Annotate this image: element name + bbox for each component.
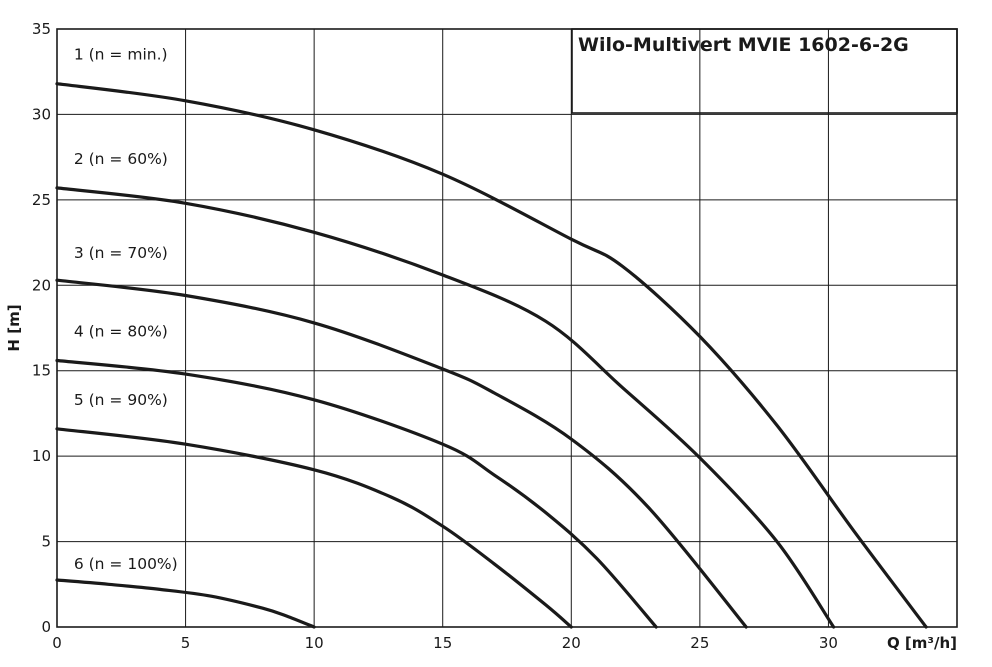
x-tick-label: 25 [690,634,709,652]
y-tick-label: 30 [32,105,51,123]
curve-labels: 1 (n = min.) 2 (n = 60%) 3 (n = 70%) 4 (n =… [74,46,178,573]
series-line-4 [55,278,748,629]
series-label-4: 4 (n = 80%) [74,322,168,340]
plot-frame [56,28,958,628]
series-label-2: 2 (n = 60%) [74,150,168,168]
y-tick-label: 0 [41,618,51,636]
y-tick-label: 5 [41,533,51,551]
x-tick-label: 0 [52,634,62,652]
title-box [571,28,958,114]
y-tick-label: 10 [32,447,51,465]
chart-title: Wilo-Multivert MVIE 1602-6-2G [578,34,909,56]
x-tick-label: 20 [562,634,581,652]
series-line-5 [55,186,836,629]
x-tick-label: 10 [305,634,324,652]
y-tick-label: 15 [32,362,51,380]
series-label-6: 6 (n = 100%) [74,555,178,573]
grid-lines [56,28,958,628]
series-label-5: 5 (n = 90%) [74,391,168,409]
y-tick-label: 20 [32,276,51,294]
y-tick-label: 35 [32,20,51,38]
x-tick-label: 15 [433,634,452,652]
series-label-3: 3 (n = 70%) [74,244,168,262]
series-label-1: 1 (n = min.) [74,46,168,64]
x-tick-labels: 0 5 10 15 20 25 30 [52,634,838,652]
x-tick-label: 5 [181,634,191,652]
y-axis-label: H [m] [5,304,23,351]
series-line-1 [55,578,316,629]
performance-curves [55,82,928,629]
series-line-6 [55,82,928,629]
x-axis-label: Q [m³/h] [887,634,957,652]
y-tick-labels: 0 5 10 15 20 25 30 35 [32,20,51,636]
x-tick-label: 30 [819,634,838,652]
series-line-2 [55,427,573,629]
y-tick-label: 25 [32,191,51,209]
series-line-3 [55,358,658,629]
